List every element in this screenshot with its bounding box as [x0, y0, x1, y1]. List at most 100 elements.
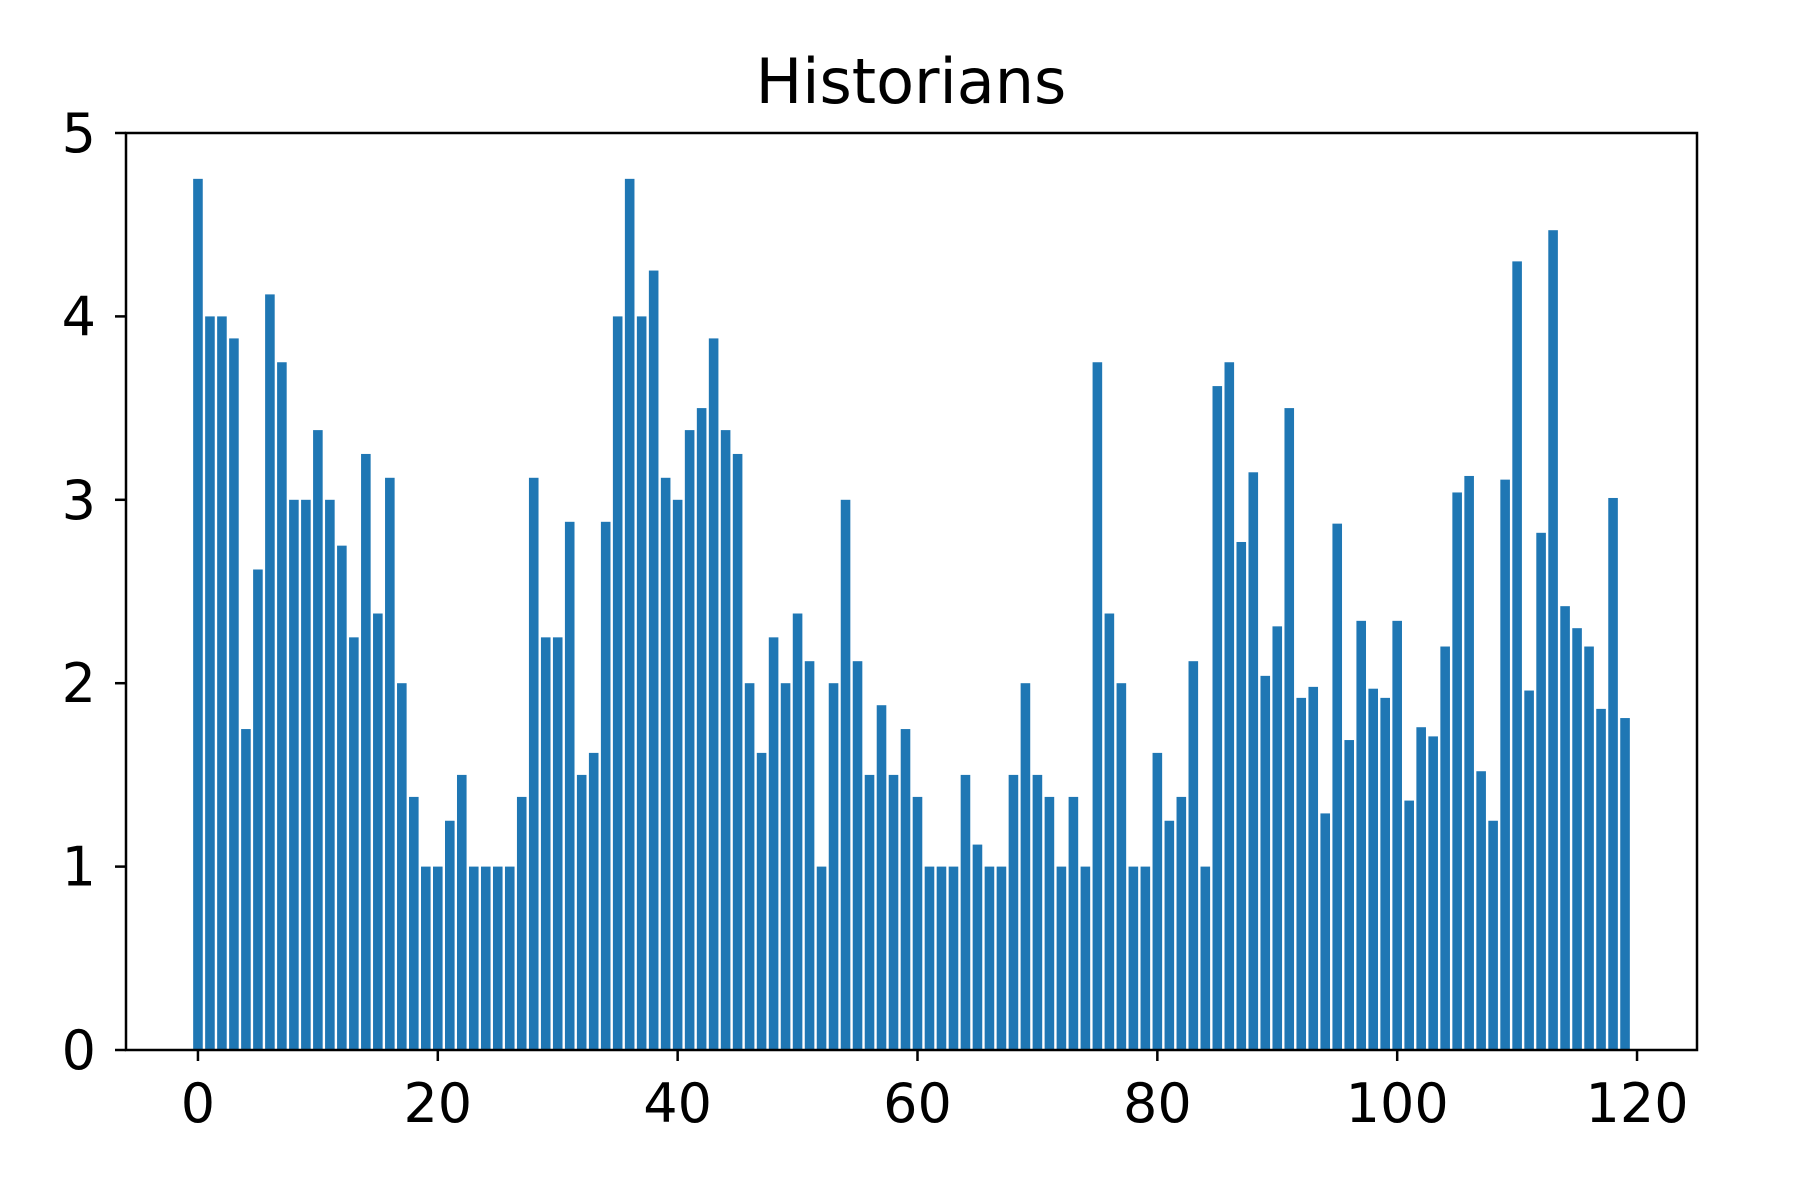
- x-tick-label-0: 0: [181, 1072, 215, 1135]
- bar-108: [1488, 820, 1498, 1050]
- y-tick-label-0: 0: [62, 1019, 96, 1082]
- bar-33: [588, 752, 599, 1050]
- bar-116: [1584, 646, 1594, 1050]
- bar-21: [445, 820, 455, 1050]
- bar-3: [229, 338, 239, 1050]
- bar-28: [528, 477, 539, 1050]
- bar-17: [397, 683, 407, 1050]
- x-tick-label-40: 40: [643, 1072, 712, 1135]
- bar-55: [852, 661, 863, 1050]
- bar-32: [576, 774, 587, 1050]
- bar-95: [1332, 523, 1343, 1050]
- bar-114: [1560, 606, 1570, 1050]
- chart-title: Historians: [756, 45, 1067, 118]
- bar-110: [1512, 261, 1522, 1050]
- bar-15: [373, 613, 383, 1050]
- bar-92: [1296, 697, 1307, 1050]
- bar-43: [708, 338, 719, 1050]
- plot-frame: [124, 131, 1699, 1052]
- bar-84: [1200, 866, 1211, 1050]
- bar-57: [876, 705, 887, 1050]
- bar-4: [241, 729, 251, 1050]
- bar-100: [1392, 620, 1402, 1050]
- bar-44: [720, 430, 731, 1050]
- bar-52: [816, 866, 827, 1050]
- bar-37: [636, 316, 647, 1050]
- bar-107: [1476, 771, 1486, 1050]
- bar-9: [301, 499, 311, 1050]
- bar-118: [1608, 497, 1618, 1051]
- bar-31: [564, 521, 575, 1050]
- bar-111: [1524, 690, 1534, 1050]
- bar-93: [1308, 686, 1319, 1050]
- bar-113: [1548, 230, 1558, 1050]
- bar-69: [1020, 683, 1031, 1050]
- bar-104: [1440, 646, 1450, 1050]
- bar-94: [1320, 813, 1331, 1050]
- bar-78: [1128, 866, 1139, 1050]
- bar-19: [421, 866, 431, 1050]
- bar-97: [1356, 620, 1367, 1050]
- bar-64: [960, 774, 971, 1050]
- bar-36: [624, 178, 635, 1051]
- bar-29: [540, 637, 551, 1050]
- bar-60: [912, 796, 923, 1050]
- bar-34: [600, 521, 611, 1050]
- bar-24: [480, 866, 491, 1050]
- bar-23: [468, 866, 479, 1050]
- bar-101: [1404, 800, 1414, 1050]
- bar-5: [253, 569, 263, 1050]
- bar-27: [516, 796, 527, 1050]
- bar-98: [1368, 688, 1378, 1050]
- bar-115: [1572, 628, 1582, 1050]
- bar-63: [948, 866, 959, 1050]
- bar-7: [277, 362, 287, 1050]
- x-tick-label-80: 80: [1123, 1072, 1192, 1135]
- bar-91: [1284, 408, 1295, 1051]
- bar-65: [972, 844, 983, 1050]
- bar-1: [205, 316, 215, 1050]
- x-tick-label-120: 120: [1585, 1072, 1688, 1135]
- y-tick-label-2: 2: [62, 652, 96, 715]
- y-tick-label-1: 1: [62, 836, 96, 899]
- bar-11: [325, 499, 335, 1050]
- bar-74: [1080, 866, 1091, 1050]
- bar-54: [840, 499, 851, 1050]
- bar-13: [349, 637, 359, 1050]
- bar-51: [804, 661, 815, 1050]
- bar-8: [289, 499, 299, 1050]
- bar-40: [672, 499, 683, 1050]
- bar-58: [888, 774, 899, 1050]
- x-tick-label-20: 20: [403, 1072, 472, 1135]
- bar-26: [504, 866, 515, 1050]
- bar-61: [924, 866, 935, 1050]
- bar-12: [337, 545, 347, 1050]
- bar-96: [1344, 740, 1355, 1050]
- x-tick-label-60: 60: [883, 1072, 952, 1135]
- bar-2: [217, 316, 227, 1050]
- bar-76: [1104, 613, 1115, 1050]
- bar-16: [385, 477, 395, 1050]
- bar-62: [936, 866, 947, 1050]
- bar-112: [1536, 532, 1546, 1050]
- bar-20: [433, 866, 443, 1050]
- bar-109: [1500, 479, 1510, 1050]
- bar-35: [612, 316, 623, 1050]
- y-tick-label-3: 3: [62, 469, 96, 532]
- bar-90: [1272, 626, 1283, 1050]
- bar-81: [1164, 820, 1175, 1050]
- bar-46: [744, 683, 755, 1050]
- bar-10: [313, 430, 323, 1050]
- y-tick-label-5: 5: [62, 102, 96, 165]
- bar-119: [1620, 718, 1630, 1050]
- bar-88: [1248, 472, 1259, 1050]
- bar-39: [660, 477, 671, 1050]
- bar-117: [1596, 708, 1606, 1050]
- bar-25: [492, 866, 503, 1050]
- y-tick-label-4: 4: [62, 285, 96, 348]
- bar-41: [684, 430, 695, 1050]
- bar-83: [1188, 661, 1199, 1050]
- bar-105: [1452, 492, 1462, 1051]
- bar-14: [361, 453, 371, 1050]
